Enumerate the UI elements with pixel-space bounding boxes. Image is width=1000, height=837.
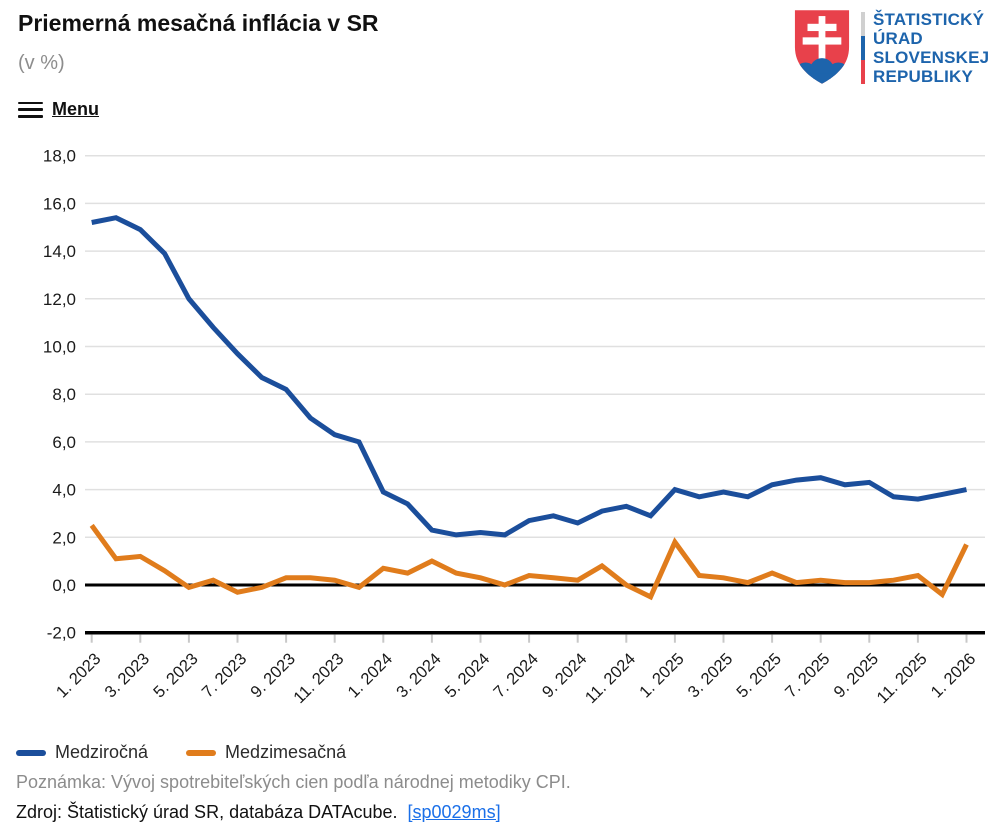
menu-label: Menu [52, 99, 99, 119]
divider-red-segment [861, 60, 865, 84]
legend-item-medzimesacna: Medzimesačná [186, 742, 346, 763]
y-axis-label: 16,0 [43, 194, 76, 213]
logo-text: ŠTATISTICKÝ ÚRAD SLOVENSKEJ REPUBLIKY [873, 8, 989, 86]
series-line-medzimesačná [89, 523, 969, 601]
page-title: Priemerná mesačná inflácia v SR [18, 10, 379, 36]
x-axis-label: 5. 2024 [442, 650, 494, 702]
x-axis-label: 11. 2023 [290, 650, 347, 707]
logo-text-line: ŠTATISTICKÝ [873, 10, 985, 29]
source-text: Zdroj: Štatistický úrad SR, databáza DAT… [16, 802, 398, 822]
y-axis-label: 10,0 [43, 338, 76, 357]
hamburger-bar [18, 108, 43, 111]
page-subtitle: (v %) [18, 52, 65, 74]
y-axis-label: 14,0 [43, 242, 76, 261]
hamburger-bar [18, 101, 43, 105]
chart-source: Zdroj: Štatistický úrad SR, databáza DAT… [16, 802, 501, 823]
x-axis-label: 5. 2025 [733, 650, 785, 702]
y-axis-label: -2,0 [47, 624, 76, 643]
y-axis-label: 4,0 [52, 481, 76, 500]
menu-button[interactable]: Menu [18, 99, 99, 120]
x-axis-label: 11. 2024 [582, 650, 639, 707]
x-axis-label: 11. 2025 [873, 650, 930, 707]
chart-legend: Medziročná Medzimesačná [16, 742, 384, 763]
x-axis-label: 7. 2024 [490, 650, 542, 702]
x-axis-label: 1. 2023 [53, 650, 105, 702]
legend-label: Medzimesačná [225, 742, 347, 762]
divider-blue-segment [861, 36, 865, 60]
logo-text-line: REPUBLIKY [873, 67, 974, 86]
medzirocna-line-swatch [16, 749, 46, 756]
source-dataset-link[interactable]: [sp0029ms] [407, 802, 501, 822]
x-axis-label: 1. 2025 [636, 650, 688, 702]
y-axis-label: 8,0 [52, 385, 76, 404]
legend-label: Medziročná [55, 742, 149, 762]
y-axis-label: 2,0 [52, 528, 76, 547]
x-axis-label: 3. 2025 [685, 650, 737, 702]
logo-text-line: SLOVENSKEJ [873, 48, 990, 67]
divider-gray-segment [861, 12, 865, 36]
x-axis-label: 1. 2026 [928, 650, 980, 702]
slovak-coat-of-arms-icon [794, 10, 850, 84]
x-axis-label: 7. 2025 [782, 650, 834, 702]
x-axis-label: 5. 2023 [150, 650, 202, 702]
x-axis-label: 7. 2023 [199, 650, 251, 702]
x-axis-label: 3. 2023 [101, 650, 153, 702]
statistical-office-logo: ŠTATISTICKÝ ÚRAD SLOVENSKEJ REPUBLIKY [793, 8, 989, 86]
x-axis-label: 3. 2024 [393, 650, 445, 702]
logo-text-line: ÚRAD [873, 29, 923, 48]
series-line-medziročná [91, 215, 967, 538]
logo-tricolor-divider [861, 12, 865, 84]
hamburger-bar [18, 114, 43, 118]
medzimesacna-line-swatch [186, 749, 217, 756]
chart-note: Poznámka: Vývoj spotrebiteľských cien po… [16, 772, 571, 792]
y-axis-label: 0,0 [52, 576, 76, 595]
legend-item-medzirocna: Medziročná [16, 742, 148, 763]
x-axis-label: 1. 2024 [344, 650, 396, 702]
y-axis-label: 12,0 [43, 290, 76, 309]
y-axis-label: 18,0 [43, 147, 76, 166]
y-axis-label: 6,0 [52, 433, 76, 452]
hamburger-icon [18, 100, 43, 120]
